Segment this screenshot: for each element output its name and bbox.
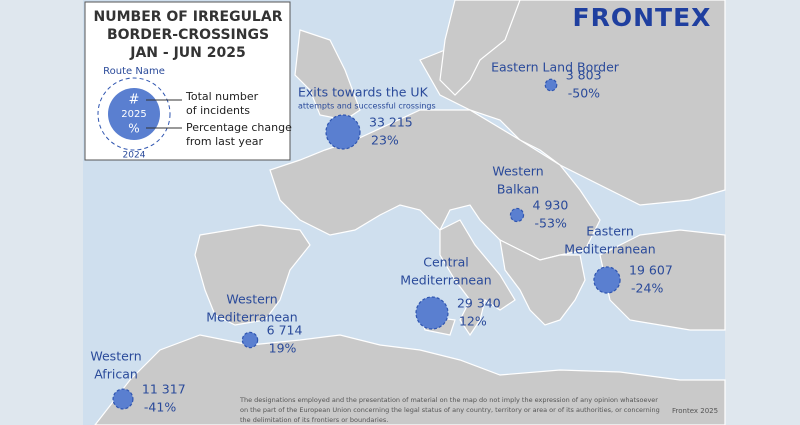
route-change: 12% [459, 314, 487, 329]
route-name: Central [423, 255, 469, 270]
route-bubble [509, 207, 525, 223]
legend-label: Percentage change [186, 121, 292, 134]
legend-title: NUMBER OF IRREGULAR [94, 9, 283, 25]
route-name: Exits towards the UK [298, 85, 429, 100]
route-bubble [593, 266, 621, 294]
route-name: Western [90, 349, 141, 364]
route-bubble [325, 114, 361, 150]
route-change: -24% [631, 281, 663, 296]
legend-title: JAN - JUN 2025 [129, 45, 245, 61]
logo: FRONTEX [573, 3, 712, 32]
route-name: Western [226, 292, 277, 307]
route-bubble [544, 78, 558, 92]
route-change: 19% [269, 341, 297, 356]
legend-year-previous: 2024 [123, 151, 146, 161]
route-name: Mediterranean [400, 273, 491, 288]
route-name: African [94, 367, 138, 382]
legend-label: Total number [185, 90, 259, 103]
route-count: 33 215 [369, 115, 413, 130]
legend-count-symbol: # [129, 93, 140, 108]
route-subtitle: attempts and successful crossings [298, 102, 436, 111]
route-bubble [415, 296, 449, 330]
legend-year: 2025 [121, 109, 146, 120]
route-change: -53% [535, 216, 567, 231]
route-count: 6 714 [267, 323, 303, 338]
route-count: 4 930 [533, 198, 569, 213]
credit: Frontex 2025 [672, 407, 718, 415]
legend-previous-circle [97, 77, 171, 151]
disclaimer: the delimitation of its frontiers or bou… [240, 416, 388, 424]
route-bubble [241, 331, 259, 349]
route-name: Mediterranean [206, 310, 297, 325]
route-count: 3 803 [566, 68, 602, 83]
land [94, 0, 726, 425]
route-name: Eastern Land Border [491, 60, 620, 75]
legend-label: of incidents [186, 104, 250, 117]
disclaimer: The designations employed and the presen… [239, 396, 658, 404]
route-count: 11 317 [142, 382, 186, 397]
route-change: -41% [144, 400, 176, 415]
legend-change-symbol: % [128, 122, 139, 136]
route-name: Western [492, 164, 543, 179]
legend-route-name: Route Name [103, 66, 165, 77]
route-name: Eastern [586, 224, 634, 239]
route-change: -50% [568, 86, 600, 101]
route-change: 23% [371, 133, 399, 148]
route-count: 29 340 [457, 296, 501, 311]
disclaimer: on the part of the European Union concer… [240, 406, 660, 414]
route-name: Balkan [497, 182, 539, 197]
legend-current-circle [108, 88, 160, 140]
legend-label: from last year [186, 135, 263, 148]
route-bubble [112, 388, 134, 410]
route-name: Mediterranean [564, 242, 655, 257]
legend-title: BORDER-CROSSINGS [107, 27, 269, 43]
route-count: 19 607 [629, 263, 673, 278]
